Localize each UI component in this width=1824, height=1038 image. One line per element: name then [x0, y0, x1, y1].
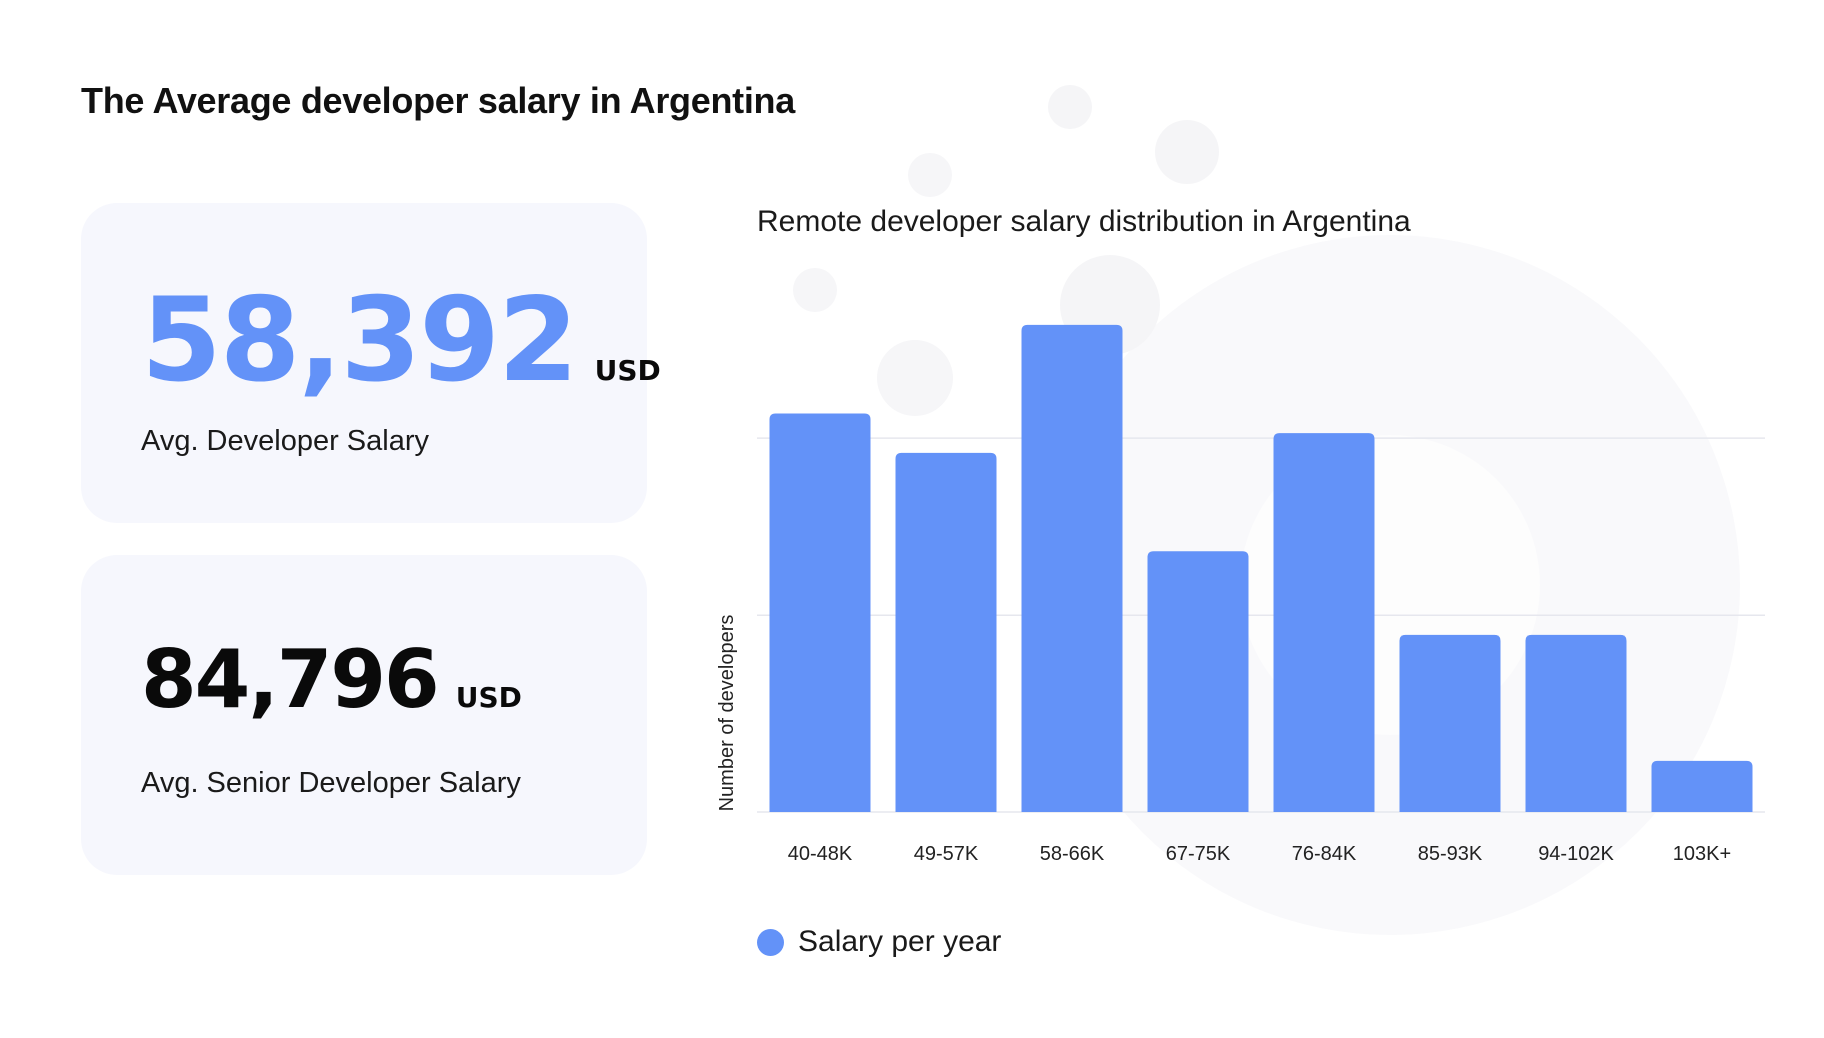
- bar-49-57K: [895, 452, 997, 812]
- stat-label: Avg. Developer Salary: [141, 425, 430, 457]
- stat-value: 58,392: [141, 273, 579, 408]
- stat-value-row: 58,392 USD: [141, 283, 661, 399]
- bar-85-93K: [1399, 634, 1501, 812]
- y-axis-label: Number of developers: [716, 615, 738, 812]
- x-tick-label: 76-84K: [1292, 843, 1357, 865]
- x-tick-label: 58-66K: [1040, 843, 1105, 865]
- x-tick-label: 85-93K: [1418, 843, 1483, 865]
- x-tick-label: 49-57K: [914, 843, 979, 865]
- bar-58-66K: [1021, 324, 1123, 812]
- x-tick-labels: 40-48K 49-57K 58-66K 67-75K 76-84K 85-93K 94-1…: [788, 843, 1731, 865]
- bar-76-84K: [1273, 433, 1375, 812]
- stat-label: Avg. Senior Developer Salary: [141, 767, 521, 799]
- x-tick-label: 67-75K: [1166, 843, 1231, 865]
- x-tick-label: 94-102K: [1538, 843, 1614, 865]
- bar-40-48K: [769, 413, 871, 812]
- bar-67-75K: [1147, 551, 1249, 812]
- x-tick-label: 103K+: [1673, 843, 1731, 865]
- bars: [769, 324, 1753, 812]
- chart-title: Remote developer salary distribution in …: [757, 205, 1411, 238]
- stat-unit: USD: [455, 681, 522, 714]
- legend-swatch: [757, 928, 784, 956]
- stat-unit: USD: [594, 354, 661, 387]
- stat-value-row: 84,796 USD: [141, 640, 522, 720]
- page-title: The Average developer salary in Argentin…: [81, 80, 795, 121]
- legend-label: Salary per year: [798, 925, 1002, 958]
- bar-94-102K: [1525, 634, 1627, 812]
- avg-developer-salary-card: 58,392 USD Avg. Developer Salary: [81, 203, 661, 523]
- bar-103K+: [1651, 760, 1753, 812]
- stat-value: 84,796: [141, 633, 440, 726]
- chart-legend: Salary per year: [757, 925, 1001, 959]
- avg-senior-developer-salary-card: 84,796 USD Avg. Senior Developer Salary: [81, 555, 647, 875]
- x-tick-label: 40-48K: [788, 843, 853, 865]
